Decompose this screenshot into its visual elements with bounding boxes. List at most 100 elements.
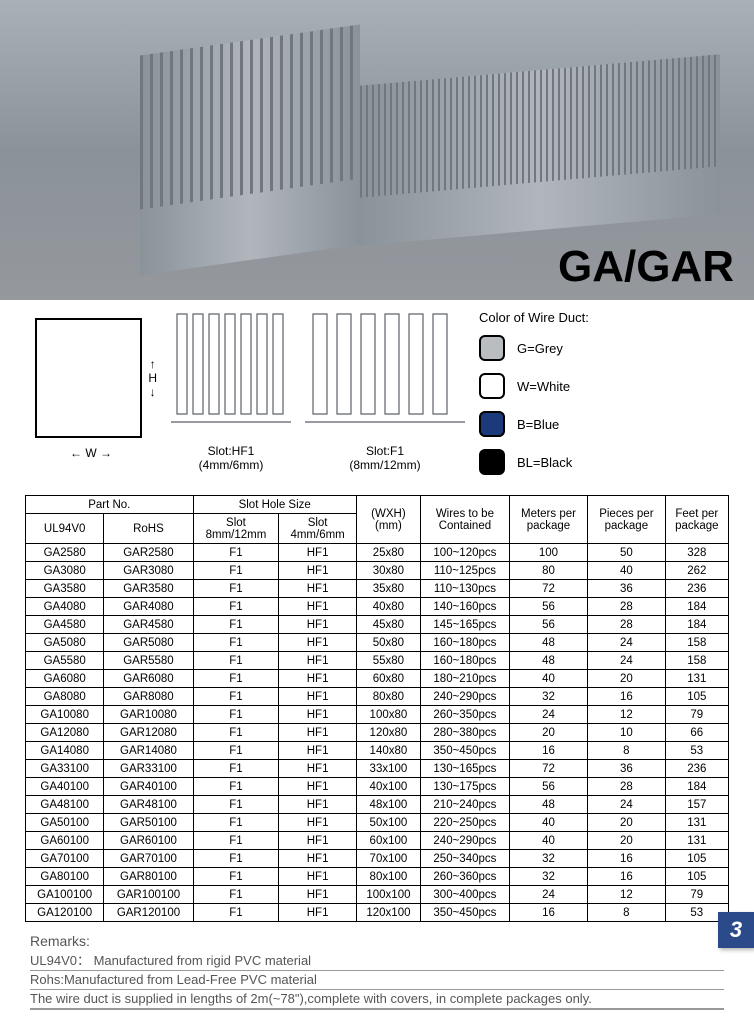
table-row: GA12080GAR12080F1HF1120x80280~380pcs2010…	[26, 724, 729, 742]
table-cell: 20	[588, 832, 666, 850]
remarks-title: Remarks:	[30, 932, 724, 952]
table-cell: 100x100	[356, 886, 420, 904]
table-cell: GAR14080	[104, 742, 193, 760]
remark-line: UL94V0： Manufactured from rigid PVC mate…	[30, 952, 724, 971]
table-cell: 12	[588, 886, 666, 904]
table-row: GA80100GAR80100F1HF180x100260~360pcs3216…	[26, 868, 729, 886]
table-cell: 28	[588, 778, 666, 796]
hero-title: GA/GAR	[558, 242, 734, 292]
th-slot-a: Slot8mm/12mm	[193, 514, 279, 544]
table-cell: GAR3580	[104, 580, 193, 598]
table-cell: 100x80	[356, 706, 420, 724]
table-row: GA50100GAR50100F1HF150x100220~250pcs4020…	[26, 814, 729, 832]
diagram-row: ↑H↓ ← W → Slot:HF1 (4mm/6mm)	[0, 300, 754, 495]
th-pieces: Pieces perpackage	[588, 496, 666, 544]
table-cell: F1	[193, 832, 279, 850]
table-cell: 131	[665, 814, 728, 832]
table-cell: 120x80	[356, 724, 420, 742]
table-cell: 32	[509, 688, 587, 706]
table-cell: GA33100	[26, 760, 104, 778]
table-cell: 260~350pcs	[421, 706, 510, 724]
table-cell: F1	[193, 904, 279, 922]
table-cell: GAR8080	[104, 688, 193, 706]
table-cell: 240~290pcs	[421, 832, 510, 850]
table-cell: F1	[193, 760, 279, 778]
table-cell: HF1	[279, 742, 356, 760]
table-cell: 184	[665, 616, 728, 634]
table-cell: F1	[193, 886, 279, 904]
table-cell: HF1	[279, 670, 356, 688]
table-cell: 20	[509, 724, 587, 742]
table-cell: 24	[509, 886, 587, 904]
table-cell: 250~340pcs	[421, 850, 510, 868]
table-cell: 40x80	[356, 598, 420, 616]
table-cell: 180~210pcs	[421, 670, 510, 688]
swatch-row: W=White	[479, 373, 739, 399]
table-cell: HF1	[279, 760, 356, 778]
th-meters: Meters perpackage	[509, 496, 587, 544]
table-cell: F1	[193, 868, 279, 886]
table-cell: GA2580	[26, 544, 104, 562]
table-row: GA2580GAR2580F1HF125x80100~120pcs1005032…	[26, 544, 729, 562]
table-cell: F1	[193, 850, 279, 868]
table-cell: 8	[588, 904, 666, 922]
table-row: GA8080GAR8080F1HF180x80240~290pcs3216105	[26, 688, 729, 706]
table-cell: 53	[665, 742, 728, 760]
table-cell: GAR10080	[104, 706, 193, 724]
table-cell: GAR5580	[104, 652, 193, 670]
table-row: GA120100GAR120100F1HF1120x100350~450pcs1…	[26, 904, 729, 922]
table-cell: GAR6080	[104, 670, 193, 688]
table-cell: GA12080	[26, 724, 104, 742]
table-cell: 50	[588, 544, 666, 562]
table-cell: GA3580	[26, 580, 104, 598]
table-cell: GA80100	[26, 868, 104, 886]
table-cell: 8	[588, 742, 666, 760]
colors-heading: Color of Wire Duct:	[479, 310, 739, 325]
table-cell: 280~380pcs	[421, 724, 510, 742]
table-cell: 105	[665, 850, 728, 868]
table-cell: HF1	[279, 904, 356, 922]
table-cell: 40	[588, 562, 666, 580]
table-cell: GAR120100	[104, 904, 193, 922]
table-cell: HF1	[279, 850, 356, 868]
table-row: GA33100GAR33100F1HF133x100130~165pcs7236…	[26, 760, 729, 778]
table-row: GA6080GAR6080F1HF160x80180~210pcs4020131	[26, 670, 729, 688]
table-cell: 131	[665, 670, 728, 688]
slot-hf1-diagram: Slot:HF1 (4mm/6mm)	[171, 310, 291, 472]
table-cell: HF1	[279, 832, 356, 850]
table-cell: F1	[193, 742, 279, 760]
table-cell: GA6080	[26, 670, 104, 688]
color-swatch	[479, 411, 505, 437]
table-cell: GAR70100	[104, 850, 193, 868]
table-cell: 28	[588, 616, 666, 634]
swatch-row: B=Blue	[479, 411, 739, 437]
table-cell: 48	[509, 652, 587, 670]
table-cell: HF1	[279, 688, 356, 706]
table-cell: 48	[509, 796, 587, 814]
table-cell: 160~180pcs	[421, 652, 510, 670]
table-cell: 36	[588, 760, 666, 778]
table-row: GA4580GAR4580F1HF145x80145~165pcs5628184	[26, 616, 729, 634]
table-cell: GA4580	[26, 616, 104, 634]
table-cell: 236	[665, 760, 728, 778]
table-cell: GA5580	[26, 652, 104, 670]
table-cell: 30x80	[356, 562, 420, 580]
th-wxh: (WXH)(mm)	[356, 496, 420, 544]
table-cell: HF1	[279, 598, 356, 616]
table-cell: 210~240pcs	[421, 796, 510, 814]
table-cell: GAR100100	[104, 886, 193, 904]
table-cell: GA3080	[26, 562, 104, 580]
table-cell: 32	[509, 850, 587, 868]
table-cell: GAR4580	[104, 616, 193, 634]
table-cell: 24	[588, 652, 666, 670]
dim-h: H	[148, 371, 157, 385]
table-cell: 140x80	[356, 742, 420, 760]
table-cell: 158	[665, 652, 728, 670]
table-cell: 16	[509, 904, 587, 922]
table-cell: 79	[665, 706, 728, 724]
th-partno: Part No.	[26, 496, 194, 514]
table-cell: 40	[509, 670, 587, 688]
table-cell: 184	[665, 598, 728, 616]
table-row: GA100100GAR100100F1HF1100x100300~400pcs2…	[26, 886, 729, 904]
table-cell: 184	[665, 778, 728, 796]
